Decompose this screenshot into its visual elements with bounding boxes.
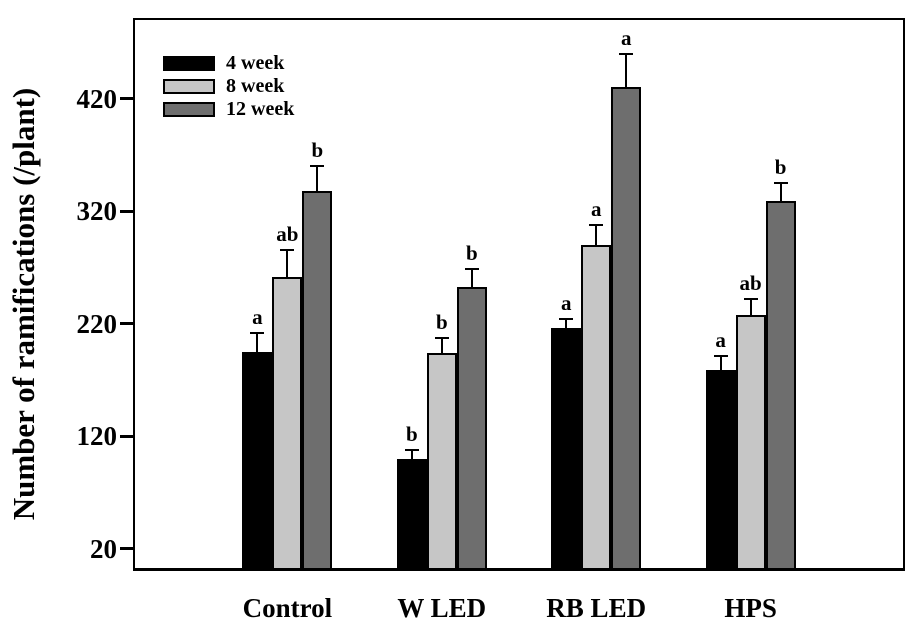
legend-swatch-icon [163,101,215,117]
x-category-label: W LED [397,593,487,623]
error-bar-line [410,449,413,459]
error-bar-cap [773,182,788,185]
significance-letter: b [774,155,787,180]
y-tick-mark [120,322,133,326]
bar-rb-led-4-week [551,328,582,571]
significance-letter: b [311,138,324,163]
error-bar-line [440,338,443,353]
bar-hps-8-week [735,314,766,571]
bar-w-led-4-week [396,458,427,571]
error-bar-cap [250,331,265,334]
y-tick-label: 120 [76,421,118,452]
significance-letter: ab [276,221,299,246]
significance-letter: a [620,25,632,50]
error-bar-line [749,298,752,315]
error-bar-line [565,319,568,329]
legend-label: 4 week [226,52,285,74]
y-tick-mark [120,209,133,213]
legend: 4 week 8 week 12 week [163,52,294,121]
x-category-label: HPS [724,593,777,623]
error-bar-line [625,53,628,87]
significance-letter: b [435,310,448,335]
bar-w-led-8-week [426,352,457,571]
significance-letter: ab [739,270,762,295]
error-bar-line [779,183,782,202]
bar-hps-12-week [765,201,796,571]
error-bar-cap [589,223,604,226]
significance-letter: a [715,328,726,353]
error-bar-cap [619,52,634,55]
bar-rb-led-8-week [581,245,612,571]
y-tick-mark [120,547,133,551]
legend-item: 8 week [163,75,294,97]
significance-letter: a [252,304,263,329]
legend-item: 4 week [163,52,294,74]
error-bar-cap [743,297,758,300]
error-bar-line [595,224,598,246]
error-bar-line [719,356,722,370]
legend-item: 12 week [163,98,294,120]
y-tick-label: 20 [90,533,117,564]
error-bar-cap [310,165,325,168]
significance-letter: b [405,421,418,446]
legend-label: 12 week [226,98,295,120]
bar-rb-led-12-week [611,86,642,571]
x-category-label: RB LED [546,593,647,623]
legend-swatch-icon [163,55,215,71]
bar-control-8-week [272,276,303,571]
error-bar-cap [713,355,728,358]
bar-w-led-12-week [456,286,487,571]
y-tick-mark [120,434,133,438]
error-bar-line [316,166,319,192]
error-bar-line [470,268,473,287]
y-tick-label: 420 [76,83,118,114]
y-tick-mark [120,97,133,101]
error-bar-line [256,332,259,352]
legend-label: 8 week [226,75,285,97]
y-tick-label: 320 [76,196,118,227]
error-bar-cap [559,318,574,321]
error-bar-cap [280,248,295,251]
bar-control-4-week [242,351,273,571]
error-bar-cap [464,267,479,270]
significance-letter: a [560,291,572,316]
x-category-label: Control [242,593,333,623]
error-bar-line [286,249,289,277]
bar-control-12-week [302,191,333,571]
error-bar-cap [404,448,419,451]
y-tick-label: 220 [76,308,118,339]
legend-swatch-icon [163,78,215,94]
significance-letter: a [590,196,602,221]
bar-hps-4-week [705,369,736,571]
error-bar-cap [434,337,449,340]
significance-letter: b [465,240,478,265]
